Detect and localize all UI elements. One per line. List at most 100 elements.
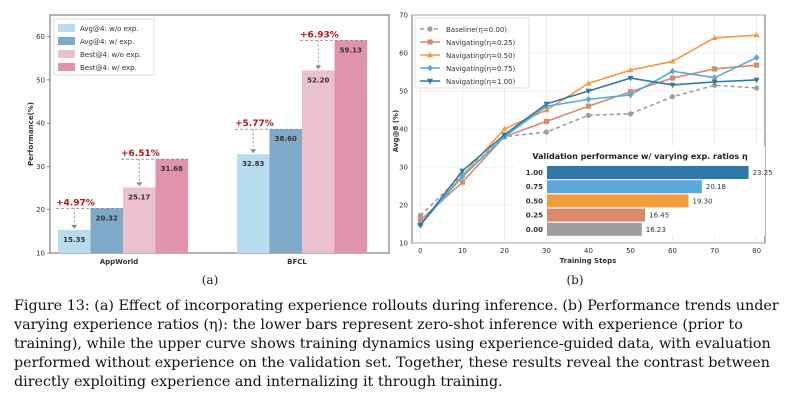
- data-point: [585, 80, 592, 86]
- series-4: [417, 75, 760, 229]
- panel-b-label: (b): [566, 273, 583, 287]
- bar-value-label: 38.60: [275, 135, 297, 143]
- ytick-label: 60: [36, 33, 45, 41]
- bar-bfcl-series-2: [302, 70, 335, 253]
- data-point: [711, 82, 718, 88]
- ytick-label: 60: [399, 50, 408, 58]
- figure-caption: Figure 13: (a) Effect of incorporating e…: [14, 298, 779, 390]
- panel-a-label: (a): [202, 273, 219, 287]
- bar-value-label: 31.68: [161, 165, 183, 173]
- inset-bar-0.75: [547, 180, 702, 194]
- bar-appworld-series-1: [90, 208, 123, 253]
- data-point: [711, 79, 718, 86]
- panel-a-legend: Avg@4: w/o exp. Avg@4: w/ exp. Best@4: w/o…: [53, 18, 155, 76]
- legend-label: Navigating(η=0.50): [446, 52, 516, 60]
- xtick-label: 70: [710, 247, 719, 255]
- data-point: [501, 125, 508, 132]
- gain-label: +6.93%: [300, 30, 339, 40]
- legend-swatch: [58, 63, 75, 71]
- data-point: [753, 77, 760, 84]
- legend-marker: [427, 39, 433, 45]
- bar-appworld-series-3: [155, 159, 188, 253]
- category-label-bfcl: BFCL: [287, 258, 307, 266]
- data-point: [543, 101, 550, 108]
- data-point: [459, 173, 466, 180]
- panel-a-bars: [58, 40, 367, 253]
- inset-value-label: 16.23: [646, 226, 666, 234]
- legend-marker: [427, 26, 433, 32]
- data-point: [669, 75, 676, 81]
- data-point: [753, 62, 760, 68]
- data-point: [585, 112, 592, 118]
- panel-a-yticks: 10 20 30 40 50 60: [36, 33, 50, 258]
- inset-bar-chart: Validation performance w/ varying exp. r…: [515, 146, 773, 236]
- inset-category-label: 0.50: [526, 197, 543, 205]
- panel-b-xlabel: Training Steps: [560, 257, 617, 265]
- ytick-label: 10: [36, 250, 45, 258]
- legend-marker: [427, 78, 433, 85]
- bar-value-label: 25.17: [128, 193, 150, 201]
- data-point: [753, 85, 760, 91]
- ytick-label: 40: [399, 126, 408, 134]
- ytick-label: 40: [36, 120, 45, 128]
- panel-a-ylabel: Performance(%): [27, 102, 35, 166]
- legend-swatch: [58, 37, 75, 45]
- data-point: [417, 217, 424, 223]
- inset-value-label: 23.25: [753, 169, 773, 177]
- data-point: [459, 179, 466, 185]
- legend-marker: [427, 51, 433, 58]
- data-point: [711, 74, 718, 82]
- ytick-label: 50: [36, 76, 45, 84]
- gain-arrowhead: [250, 149, 257, 154]
- data-point: [627, 111, 634, 117]
- legend-label: Navigating(η=1.00): [446, 78, 516, 86]
- ytick-label: 20: [36, 206, 45, 214]
- inset-value-label: 19.30: [692, 197, 712, 205]
- data-point: [669, 67, 676, 75]
- xtick-label: 30: [542, 247, 551, 255]
- data-point: [753, 31, 760, 38]
- gain-label: +6.51%: [121, 149, 160, 159]
- bar-bfcl-series-1: [269, 129, 302, 253]
- category-label-appworld: AppWorld: [100, 258, 139, 266]
- xtick-label: 50: [626, 247, 635, 255]
- inset-bar-0.00: [547, 222, 642, 236]
- ytick-label: 20: [399, 202, 408, 210]
- data-point: [669, 82, 676, 89]
- data-point: [543, 118, 550, 124]
- data-point: [627, 91, 634, 99]
- data-point: [459, 168, 466, 174]
- xtick-label: 80: [752, 247, 761, 255]
- legend-label: Best@4: w/ exp.: [80, 64, 137, 72]
- data-point: [417, 222, 424, 229]
- legend-swatch: [58, 50, 75, 58]
- legend-label: Navigating(η=0.75): [446, 65, 516, 73]
- ytick-label: 10: [399, 240, 408, 248]
- data-point: [543, 129, 550, 135]
- panel-a-gain-annotations: +4.97% +6.51% +5.77% +6.93%: [56, 30, 367, 229]
- ytick-label: 50: [399, 88, 408, 96]
- bar-appworld-series-2: [123, 187, 156, 253]
- panel-b-line-chart: 10 20 30 40 50 60 70 0 10 20 30 40 50 60 70 80 Training…: [392, 12, 773, 288]
- panel-b-series: [417, 31, 760, 229]
- gain-arrowhead: [136, 182, 143, 187]
- bar-value-label: 59.13: [340, 46, 362, 54]
- bar-bfcl-series-0: [237, 154, 270, 253]
- inset-value-label: 20.18: [706, 183, 726, 191]
- data-point: [417, 213, 424, 219]
- bar-value-label: 32.83: [242, 160, 264, 168]
- inset-category-label: 0.75: [526, 183, 543, 191]
- xtick-label: 0: [418, 247, 422, 255]
- legend-label: Baseline(η=0.00): [446, 26, 507, 34]
- panel-a-frame: [49, 14, 390, 254]
- legend-label: Navigating(η=0.25): [446, 39, 516, 47]
- inset-bar-0.50: [547, 194, 689, 208]
- panel-a-bar-chart: 10 20 30 40 50 60 +4.97% +6.51% +5.77% +6.93% 15…: [27, 14, 390, 287]
- legend-label: Best@4: w/o exp.: [80, 51, 141, 59]
- gain-label: +4.97%: [56, 198, 95, 208]
- xtick-label: 40: [584, 247, 593, 255]
- legend-label: Avg@4: w/ exp.: [80, 38, 134, 46]
- series-line: [419, 84, 757, 217]
- bar-value-label: 20.32: [96, 214, 118, 222]
- ytick-label: 30: [36, 163, 45, 171]
